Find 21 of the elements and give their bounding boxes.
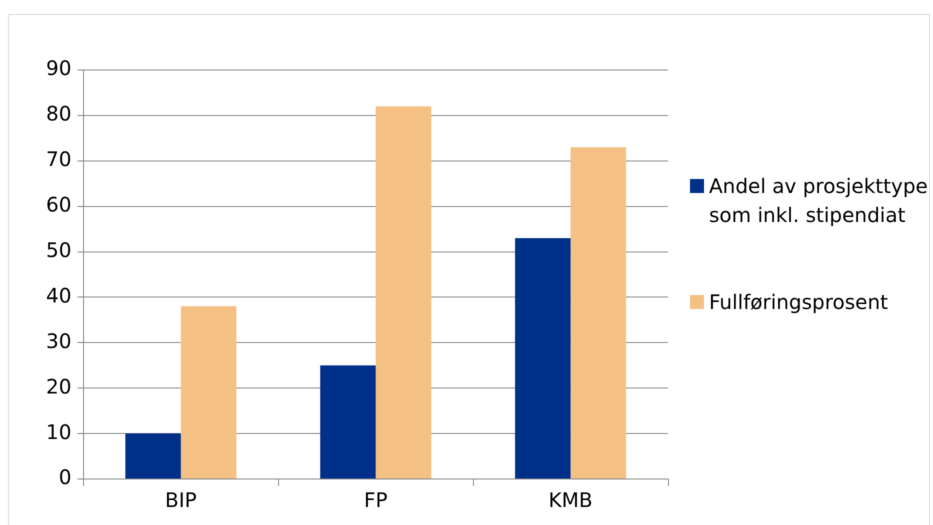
bar: [180, 306, 236, 478]
bar: [515, 238, 571, 478]
y-tick-label: 60: [46, 192, 72, 217]
bar: [320, 365, 376, 478]
y-tick-label: 90: [46, 56, 72, 80]
y-tick-label: 80: [46, 102, 72, 126]
y-tick-label: 20: [46, 374, 72, 398]
x-tick-label: KMB: [548, 488, 593, 512]
y-tick-label: 70: [46, 147, 72, 172]
legend-label: Fullføringsprosent: [709, 289, 888, 316]
x-tick-label: FP: [364, 488, 388, 512]
y-tick-label: 0: [58, 465, 72, 490]
bar: [125, 434, 181, 478]
bar: [376, 106, 432, 478]
y-tick-label: 10: [46, 420, 72, 444]
x-tick-label: BIP: [165, 488, 197, 512]
bar: [570, 147, 626, 478]
y-tick-label: 30: [46, 328, 72, 353]
y-tick-label: 40: [46, 283, 72, 308]
legend-label: Andel av prosjekttype som inkl. stipendiat: [709, 173, 929, 229]
y-tick-label: 50: [46, 238, 72, 262]
